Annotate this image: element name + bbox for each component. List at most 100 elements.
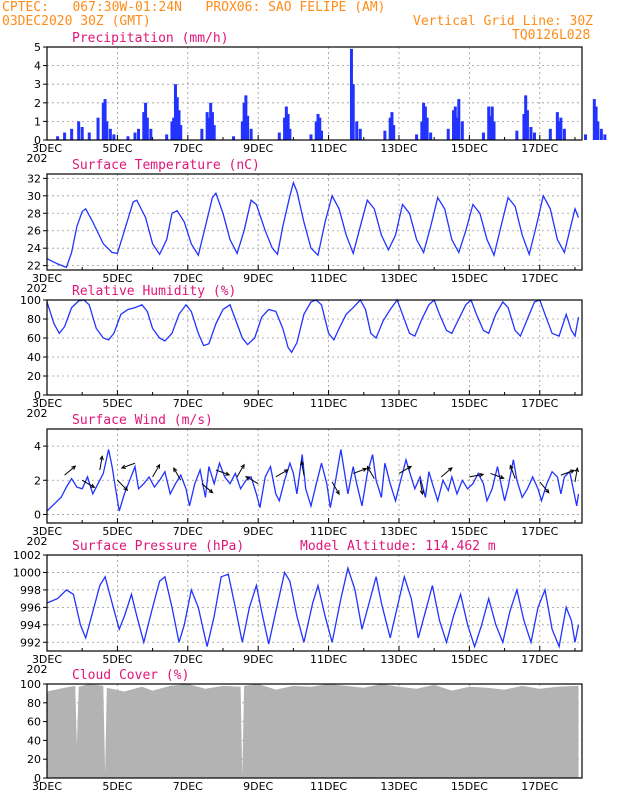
wind-arrow-head-19 — [479, 472, 485, 478]
panel-0: 0 1 2 3 4 5 Precipitation (mm/h) 3DEC 5DEC 7DEC 9D… — [27, 31, 607, 165]
precip-bar-80 — [555, 112, 559, 140]
series-line-4 — [46, 565, 580, 649]
wind-arrow-23 — [560, 469, 575, 476]
precip-bar-57 — [420, 121, 424, 140]
precip-bar-8 — [103, 99, 107, 140]
precip-bar-89 — [603, 134, 607, 140]
precip-bar-68 — [481, 132, 485, 140]
precip-bar-0 — [56, 136, 60, 140]
precip-bar-40 — [284, 106, 288, 140]
precip-bar-77 — [529, 126, 533, 140]
precip-bar-54 — [390, 112, 394, 140]
wind-arrow-22 — [539, 481, 550, 494]
x-tick-label: 7DEC — [173, 272, 203, 285]
precip-bar-76 — [525, 110, 529, 140]
precip-bar-38 — [277, 132, 281, 140]
year-label: 202 — [27, 663, 48, 676]
wind-arrow-head-10 — [245, 476, 251, 481]
x-tick-label: 7DEC — [173, 653, 203, 666]
y-tick-label: 4 — [34, 60, 41, 73]
x-tick-label: 15DEC — [451, 653, 488, 666]
panel-3: 0 2 4 Surface Wind (m/s) 3DEC 5DEC 7DEC 9DEC 11D… — [27, 413, 583, 548]
wind-arrow-head-7 — [208, 488, 214, 494]
x-tick-label: 9DEC — [243, 142, 273, 155]
wind-arrow-0 — [64, 465, 76, 476]
precip-bar-60 — [425, 117, 429, 140]
wind-arrow-head-17 — [419, 490, 425, 496]
x-tick-label: 15DEC — [451, 525, 488, 538]
wind-arrow-15 — [366, 466, 375, 479]
x-tick-label: 11DEC — [310, 272, 347, 285]
x-tick-label: 17DEC — [521, 525, 558, 538]
panel-frame-2 — [46, 299, 583, 396]
wind-arrow-10 — [245, 476, 259, 485]
year-label: 202 — [27, 535, 48, 548]
x-tick-label: 13DEC — [380, 525, 417, 538]
x-tick-label: 11DEC — [310, 780, 347, 793]
wind-arrow-5 — [152, 464, 161, 478]
precip-bar-65 — [455, 117, 459, 140]
wind-arrow-head-6 — [173, 467, 178, 473]
panel-title: Relative Humidity (%) — [72, 284, 236, 299]
wind-arrow-2 — [99, 456, 103, 471]
precip-bar-14 — [137, 128, 141, 140]
y-tick-label: 5 — [34, 41, 41, 54]
y-tick-label: 0 — [34, 389, 41, 402]
precip-bar-50 — [355, 121, 359, 140]
panel-title: Precipitation (mm/h) — [72, 31, 229, 46]
x-tick-label: 3DEC — [32, 397, 62, 410]
precip-bar-6 — [96, 117, 100, 140]
wind-arrow-20 — [490, 472, 504, 479]
header-model-code: TQ0126L028 — [512, 28, 591, 43]
y-tick-label: 1000 — [13, 566, 41, 579]
precip-bar-62 — [446, 128, 450, 140]
precip-bar-78 — [532, 132, 536, 140]
x-tick-label: 7DEC — [173, 397, 203, 410]
precip-bar-30 — [210, 112, 214, 140]
precip-bar-27 — [205, 112, 209, 140]
x-tick-label: 5DEC — [102, 272, 132, 285]
precip-bar-70 — [488, 115, 492, 140]
x-tick-label: 7DEC — [173, 525, 203, 538]
precip-bar-15 — [142, 112, 146, 140]
wind-arrow-7 — [201, 483, 213, 494]
y-tick-label: 22 — [27, 260, 41, 273]
precip-bar-3 — [77, 121, 81, 140]
precip-bar-83 — [562, 128, 566, 140]
wind-arrow-18 — [440, 467, 453, 478]
precip-bar-18 — [149, 128, 153, 140]
wind-arrow-head-5 — [156, 463, 161, 469]
wind-arrow-head-24 — [574, 467, 579, 473]
series-line-1 — [46, 180, 580, 269]
panel-4: 992 994 996 998 1000 1002 Surface Pressure (hP… — [13, 539, 583, 676]
x-tick-label: 17DEC — [521, 142, 558, 155]
precip-bar-13 — [133, 132, 137, 140]
x-tick-label: 13DEC — [380, 272, 417, 285]
wind-arrow-1 — [81, 479, 95, 488]
precip-bar-39 — [283, 117, 287, 140]
wind-arrow-head-22 — [544, 488, 550, 494]
x-tick-label: 17DEC — [521, 272, 558, 285]
precip-bar-32 — [232, 136, 236, 140]
precip-bar-7 — [101, 102, 105, 140]
panel-title: Surface Wind (m/s) — [72, 413, 213, 428]
y-tick-label: 1002 — [13, 549, 41, 562]
x-tick-label: 15DEC — [451, 272, 488, 285]
year-label: 202 — [27, 282, 48, 295]
panel-2: 0 20 40 60 80 100 Relative Humidity (%) 3DEC 5DE… — [20, 284, 583, 420]
x-tick-label: 11DEC — [310, 142, 347, 155]
precip-bar-84 — [584, 134, 588, 140]
wind-arrow-head-20 — [499, 475, 505, 480]
precip-bar-2 — [70, 128, 74, 140]
wind-arrow-head-12 — [299, 460, 305, 466]
series-line-2 — [46, 298, 580, 354]
wind-arrow-4 — [121, 462, 136, 469]
precip-bar-33 — [240, 121, 244, 140]
panel-frame-4 — [46, 554, 583, 652]
panel-title: Cloud Cover (%) — [72, 668, 189, 683]
x-tick-label: 13DEC — [380, 653, 417, 666]
precip-bar-72 — [492, 121, 496, 140]
precip-bar-86 — [594, 106, 598, 140]
series-line-3 — [46, 449, 580, 512]
